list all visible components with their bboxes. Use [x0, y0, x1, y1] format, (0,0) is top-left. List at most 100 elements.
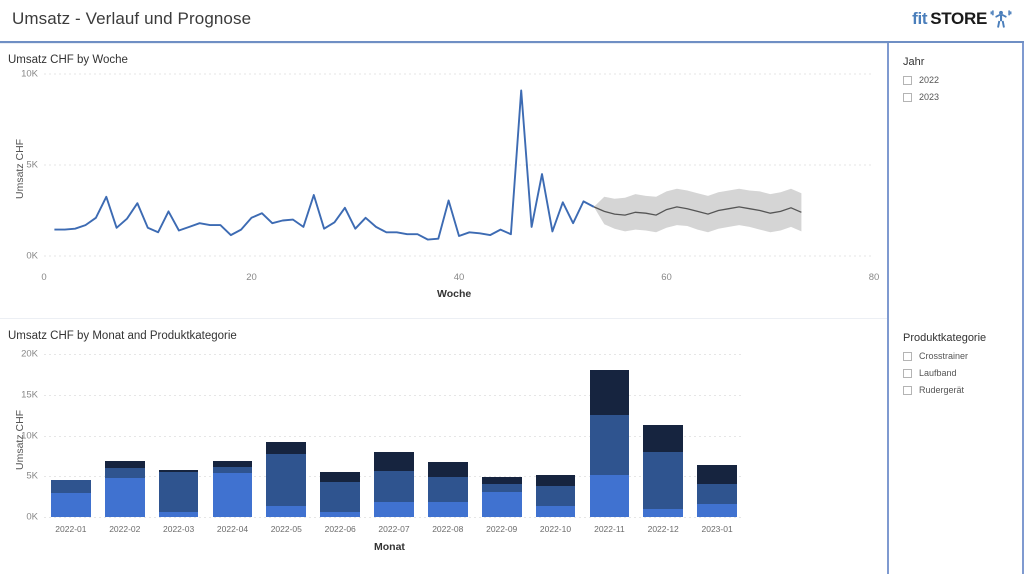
filter-produktkategorie-title: Produktkategorie	[903, 332, 987, 344]
line-chart-x-tick: 40	[453, 272, 465, 283]
filter-option-label: Laufband	[919, 368, 957, 378]
bar-segment-rudergert[interactable]	[427, 462, 468, 478]
checkbox-icon[interactable]	[903, 351, 912, 361]
forecast-confidence-band	[593, 188, 802, 233]
line-chart-x-tick: 20	[246, 272, 257, 283]
actual-revenue-line	[54, 89, 595, 241]
bar-segment-laufband[interactable]	[212, 467, 253, 473]
bar-chart-x-tick: 2022-09	[486, 524, 518, 534]
bar-segment-laufband[interactable]	[481, 483, 522, 492]
filter-option-2023[interactable]: 2023	[903, 92, 939, 102]
bar-segment-rudergert[interactable]	[374, 452, 414, 472]
checkbox-icon[interactable]	[903, 75, 912, 85]
bar-column[interactable]	[589, 369, 630, 517]
line-chart-y-tick: 5K	[26, 159, 38, 171]
bar-segment-laufband[interactable]	[589, 415, 630, 476]
bar-column[interactable]	[212, 460, 253, 517]
filter-option-label: Crosstrainer	[919, 351, 969, 361]
bar-column[interactable]	[104, 461, 145, 517]
bar-chart-gridline	[44, 394, 744, 396]
bar-chart-x-tick: 2022-04	[216, 524, 249, 534]
bar-segment-laufband[interactable]	[697, 483, 737, 504]
bar-segment-rudergert[interactable]	[643, 424, 684, 452]
bar-segment-laufband[interactable]	[535, 486, 576, 506]
bar-segment-laufband[interactable]	[320, 481, 360, 513]
bar-segment-laufband[interactable]	[374, 471, 414, 503]
bar-segment-laufband[interactable]	[266, 454, 307, 507]
filter-option-label: Rudergerät	[919, 385, 965, 395]
bar-segment-crosstrainer[interactable]	[374, 502, 414, 517]
bar-chart-x-tick: 2022-06	[324, 524, 356, 534]
bar-column[interactable]	[643, 424, 684, 517]
brand-logo: fit STORE	[912, 6, 1012, 32]
bar-segment-laufband[interactable]	[643, 451, 684, 509]
filter-option-crosstrainer[interactable]: Crosstrainer	[903, 351, 986, 361]
bar-chart-x-tick: 2022-01	[55, 524, 87, 534]
bar-segment-crosstrainer[interactable]	[51, 493, 91, 517]
forecast-line	[593, 206, 802, 216]
bar-chart-x-tick: 2022-05	[270, 524, 302, 534]
bar-column[interactable]	[158, 469, 199, 517]
bar-segment-laufband[interactable]	[104, 467, 145, 478]
bar-segment-rudergert[interactable]	[212, 460, 253, 468]
bar-segment-rudergert[interactable]	[481, 477, 522, 484]
bar-segment-crosstrainer[interactable]	[427, 501, 468, 517]
bar-segment-crosstrainer[interactable]	[158, 512, 199, 517]
filter-option-rudergert[interactable]: Rudergerät	[903, 385, 986, 395]
bar-column[interactable]	[266, 442, 307, 517]
bar-segment-rudergert[interactable]	[266, 442, 307, 455]
bar-segment-crosstrainer[interactable]	[212, 473, 253, 517]
filter-option-2022[interactable]: 2022	[903, 75, 939, 85]
panel-separator-top	[0, 43, 887, 44]
bar-chart-x-tick: 2022-11	[594, 524, 625, 534]
bar-chart-plot-area	[44, 354, 744, 518]
bar-chart-x-tick: 2022-08	[432, 524, 464, 534]
bar-column[interactable]	[427, 462, 468, 517]
bar-segment-laufband[interactable]	[158, 472, 199, 513]
bar-chart-gridline	[44, 517, 744, 518]
bar-chart-y-tick: 0K	[26, 511, 38, 523]
bar-chart-y-tick: 20K	[21, 348, 38, 360]
line-chart-x-tick: 60	[661, 272, 672, 283]
bar-segment-crosstrainer[interactable]	[481, 491, 522, 517]
bar-segment-crosstrainer[interactable]	[643, 508, 684, 517]
page-header: Umsatz - Verlauf und Prognose fit STORE	[0, 0, 1024, 41]
bar-chart-x-tick: 2023-01	[701, 524, 733, 534]
bar-segment-crosstrainer[interactable]	[320, 512, 360, 517]
bar-segment-rudergert[interactable]	[535, 475, 576, 487]
panel-separator-middle	[0, 318, 887, 319]
checkbox-icon[interactable]	[903, 368, 912, 378]
line-chart-y-tick: 10K	[21, 68, 38, 80]
bar-segment-crosstrainer[interactable]	[104, 477, 145, 517]
filter-option-laufband[interactable]: Laufband	[903, 368, 986, 378]
filter-option-label: 2022	[919, 75, 940, 85]
bar-chart-x-tick: 2022-10	[539, 524, 572, 534]
bar-segment-rudergert[interactable]	[104, 461, 145, 468]
bar-segment-rudergert[interactable]	[320, 471, 360, 482]
filter-pane-divider-left	[887, 43, 889, 574]
bar-column[interactable]	[51, 480, 91, 517]
bar-column[interactable]	[374, 452, 414, 517]
bar-segment-laufband[interactable]	[427, 477, 468, 502]
bar-column[interactable]	[320, 471, 360, 517]
bar-segment-rudergert[interactable]	[697, 464, 737, 484]
bar-segment-rudergert[interactable]	[158, 469, 199, 473]
logo-text-fit: fit	[912, 9, 928, 28]
bar-column[interactable]	[481, 477, 522, 517]
checkbox-icon[interactable]	[903, 385, 912, 395]
bar-segment-crosstrainer[interactable]	[535, 505, 576, 517]
bar-segment-laufband[interactable]	[51, 480, 91, 494]
bar-segment-crosstrainer[interactable]	[589, 475, 630, 517]
line-chart-x-tick: 80	[868, 272, 880, 283]
bar-column[interactable]	[697, 464, 737, 517]
bar-segment-crosstrainer[interactable]	[266, 506, 307, 517]
bar-segment-rudergert[interactable]	[589, 369, 630, 416]
filter-jahr-title: Jahr	[903, 56, 925, 68]
header-accent-rule	[0, 41, 1024, 43]
checkbox-icon[interactable]	[903, 92, 912, 102]
bar-column[interactable]	[535, 475, 576, 517]
bar-chart-x-tick: 2022-12	[647, 524, 679, 534]
bar-segment-crosstrainer[interactable]	[697, 504, 737, 517]
bar-chart-y-tick: 15K	[21, 389, 38, 401]
